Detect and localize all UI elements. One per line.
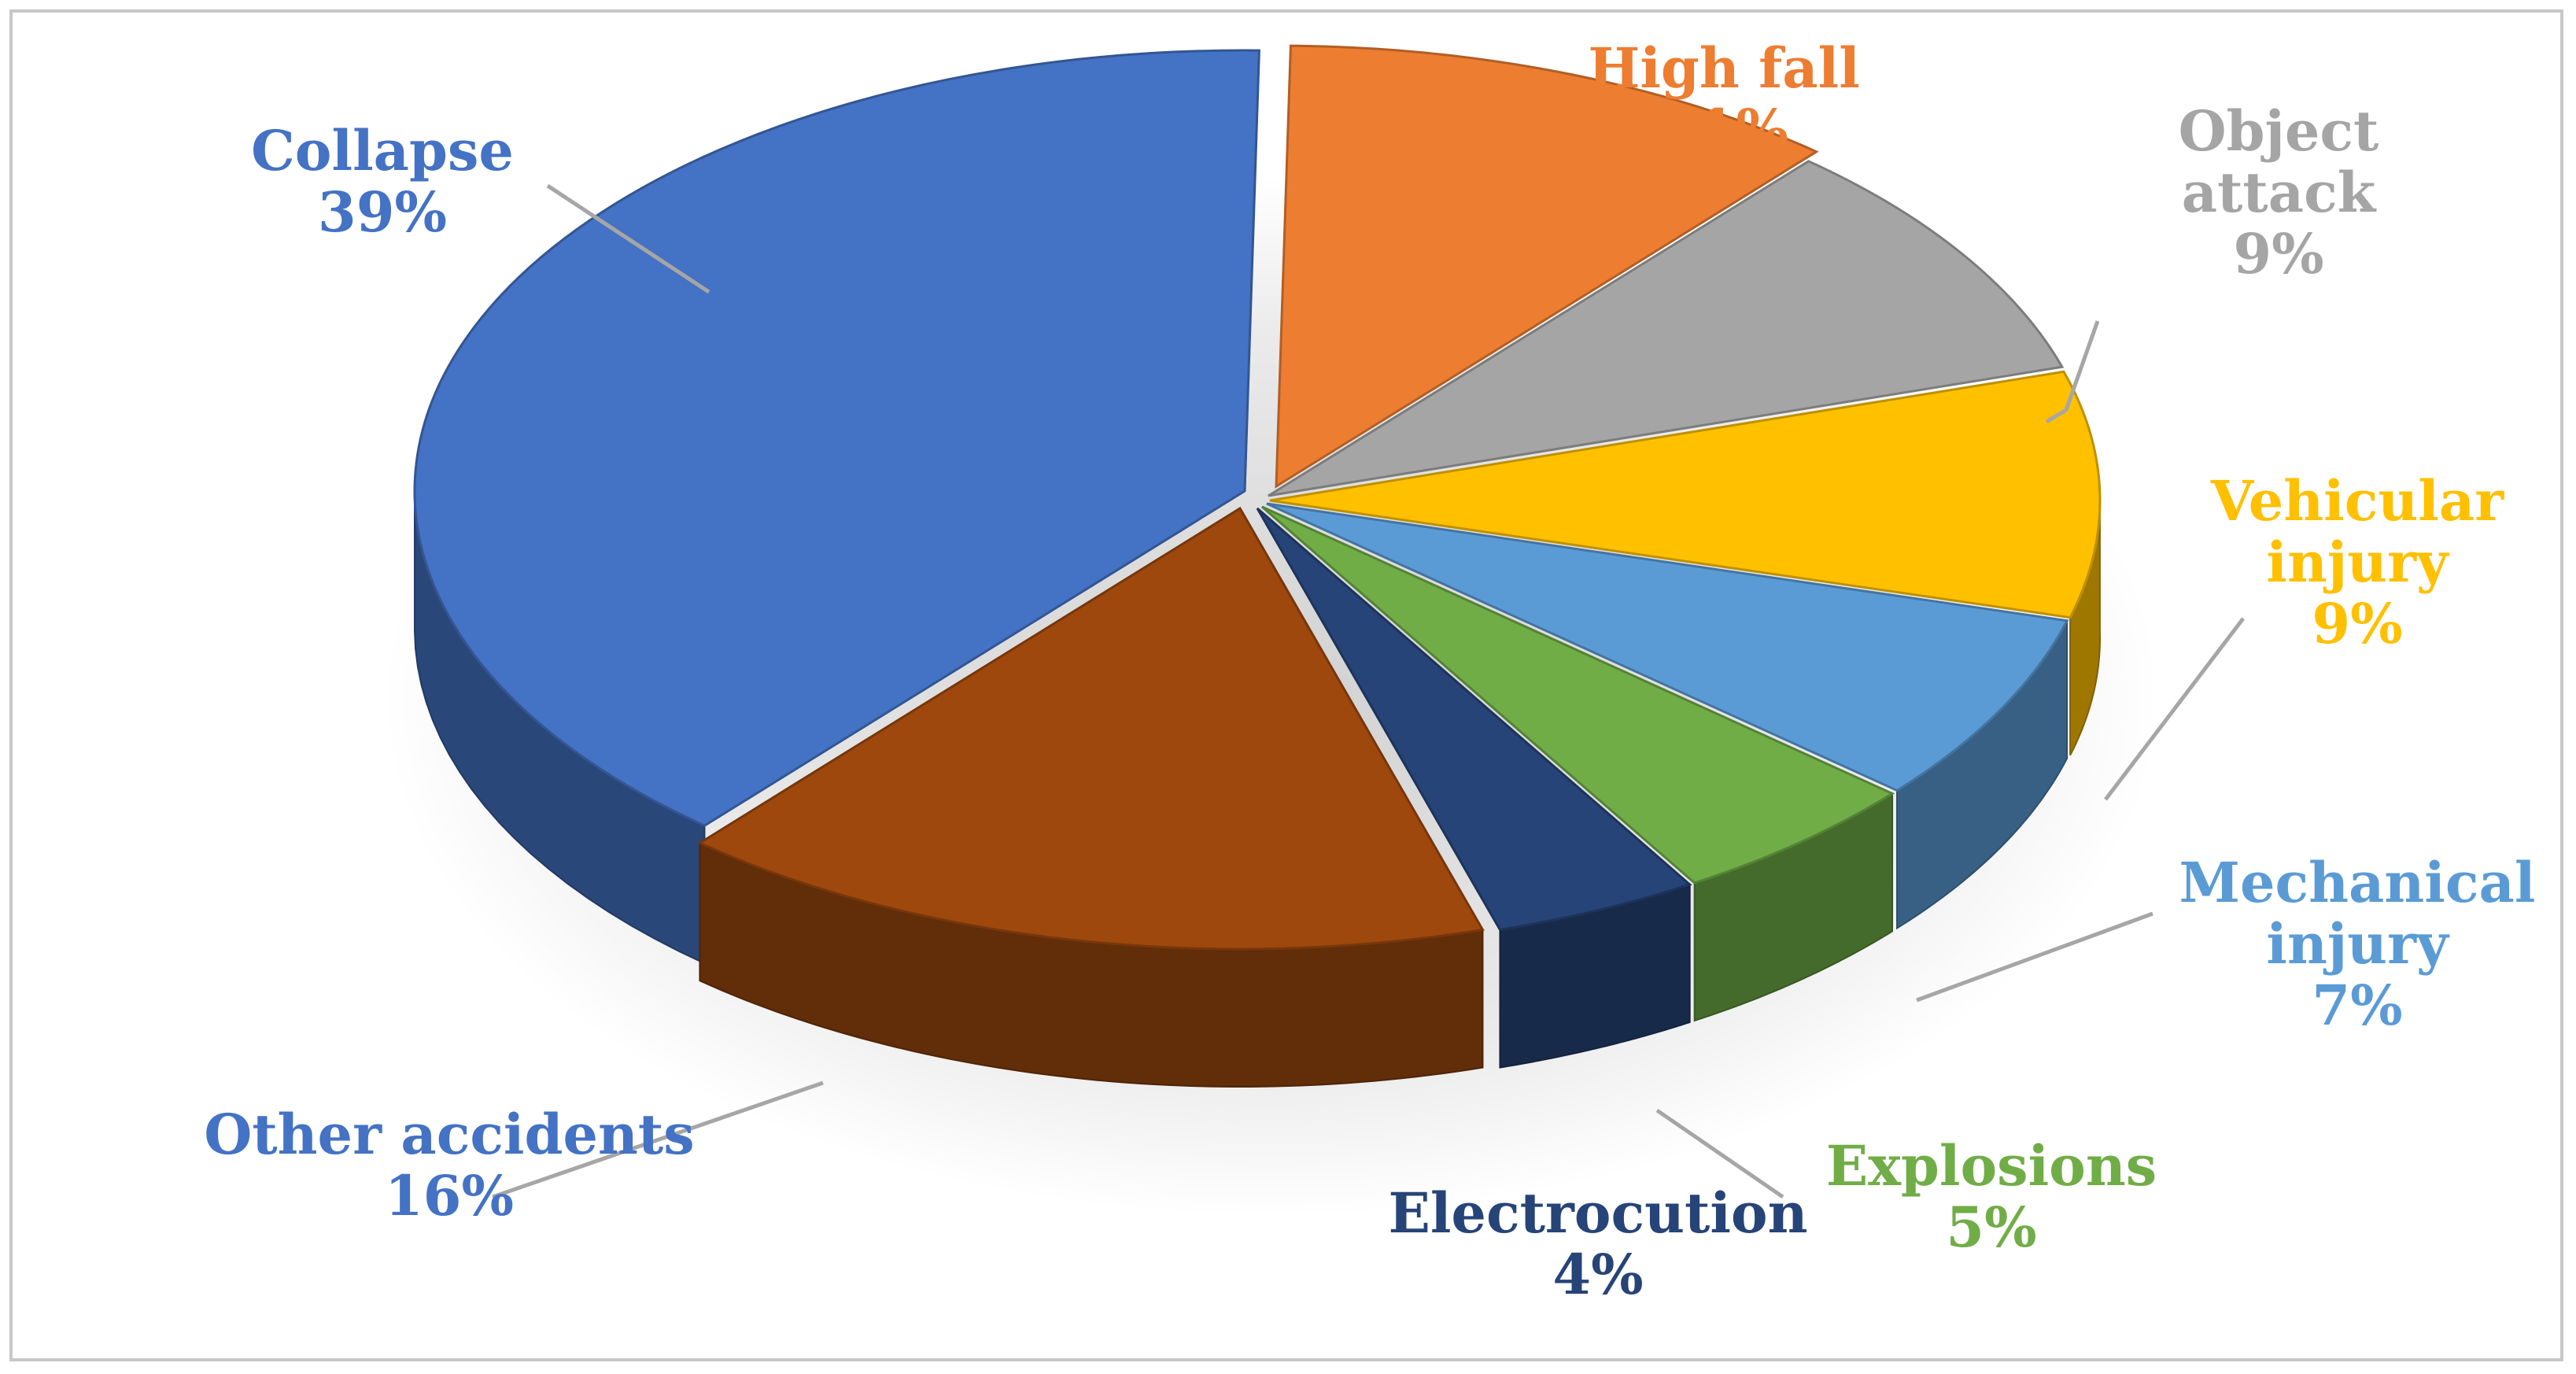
value-label-other-accidents: 16%: [385, 1163, 514, 1228]
slice-object-attack[interactable]: [1268, 160, 2065, 497]
leader-line-explosions: [1655, 1108, 1784, 1199]
category-label-vehicular-injury: injury: [2266, 530, 2450, 595]
leader-line-vehicular-injury: [2104, 617, 2245, 801]
category-label-object-attack: attack: [2182, 160, 2377, 225]
value-label-object-attack: 9%: [2233, 221, 2323, 286]
value-label-mechanical-injury: 7%: [2312, 973, 2402, 1038]
category-label-high-fall: High fall: [1588, 35, 1860, 101]
value-label-explosions: 5%: [1946, 1195, 2036, 1260]
slice-high-fall[interactable]: [1275, 44, 1819, 489]
category-label-mechanical-injury: Mechanical: [2179, 850, 2536, 915]
slice-electrocution[interactable]: [1256, 507, 1692, 932]
pie-sides: [414, 493, 2101, 1088]
leader-line-object-attack: [2045, 320, 2100, 424]
leader-line-other-accidents: [492, 1080, 824, 1199]
value-label-electrocution: 4%: [1552, 1242, 1643, 1307]
category-label-mechanical-injury: injury: [2266, 911, 2450, 977]
slice-explosions[interactable]: [1261, 505, 1895, 885]
value-label-vehicular-injury: 9%: [2312, 591, 2402, 656]
slice-other-accidents[interactable]: [697, 506, 1485, 951]
value-label-high-fall: 11%: [1659, 97, 1788, 162]
slice-mechanical-injury[interactable]: [1266, 502, 2069, 792]
chart-frame: Collapse 39% High fall 11% Object attack 9% Veh…: [9, 9, 2563, 1361]
leader-line-collapse: [546, 183, 710, 294]
category-label-object-attack: Object: [2179, 98, 2379, 164]
leader-line-mechanical-injury: [1916, 911, 2153, 1003]
category-label-explosions: Explosions: [1826, 1133, 2157, 1199]
slice-collapse[interactable]: [413, 49, 1260, 827]
category-label-collapse: Collapse: [251, 118, 514, 183]
value-label-collapse: 39%: [318, 179, 447, 245]
pie-tops: [413, 44, 2102, 951]
slice-vehicular-injury[interactable]: [1269, 370, 2102, 619]
leader-lines: [492, 183, 2245, 1199]
category-label-other-accidents: Other accidents: [204, 1102, 694, 1167]
category-label-electrocution: Electrocution: [1388, 1180, 1807, 1246]
category-label-vehicular-injury: Vehicular: [2210, 468, 2504, 534]
